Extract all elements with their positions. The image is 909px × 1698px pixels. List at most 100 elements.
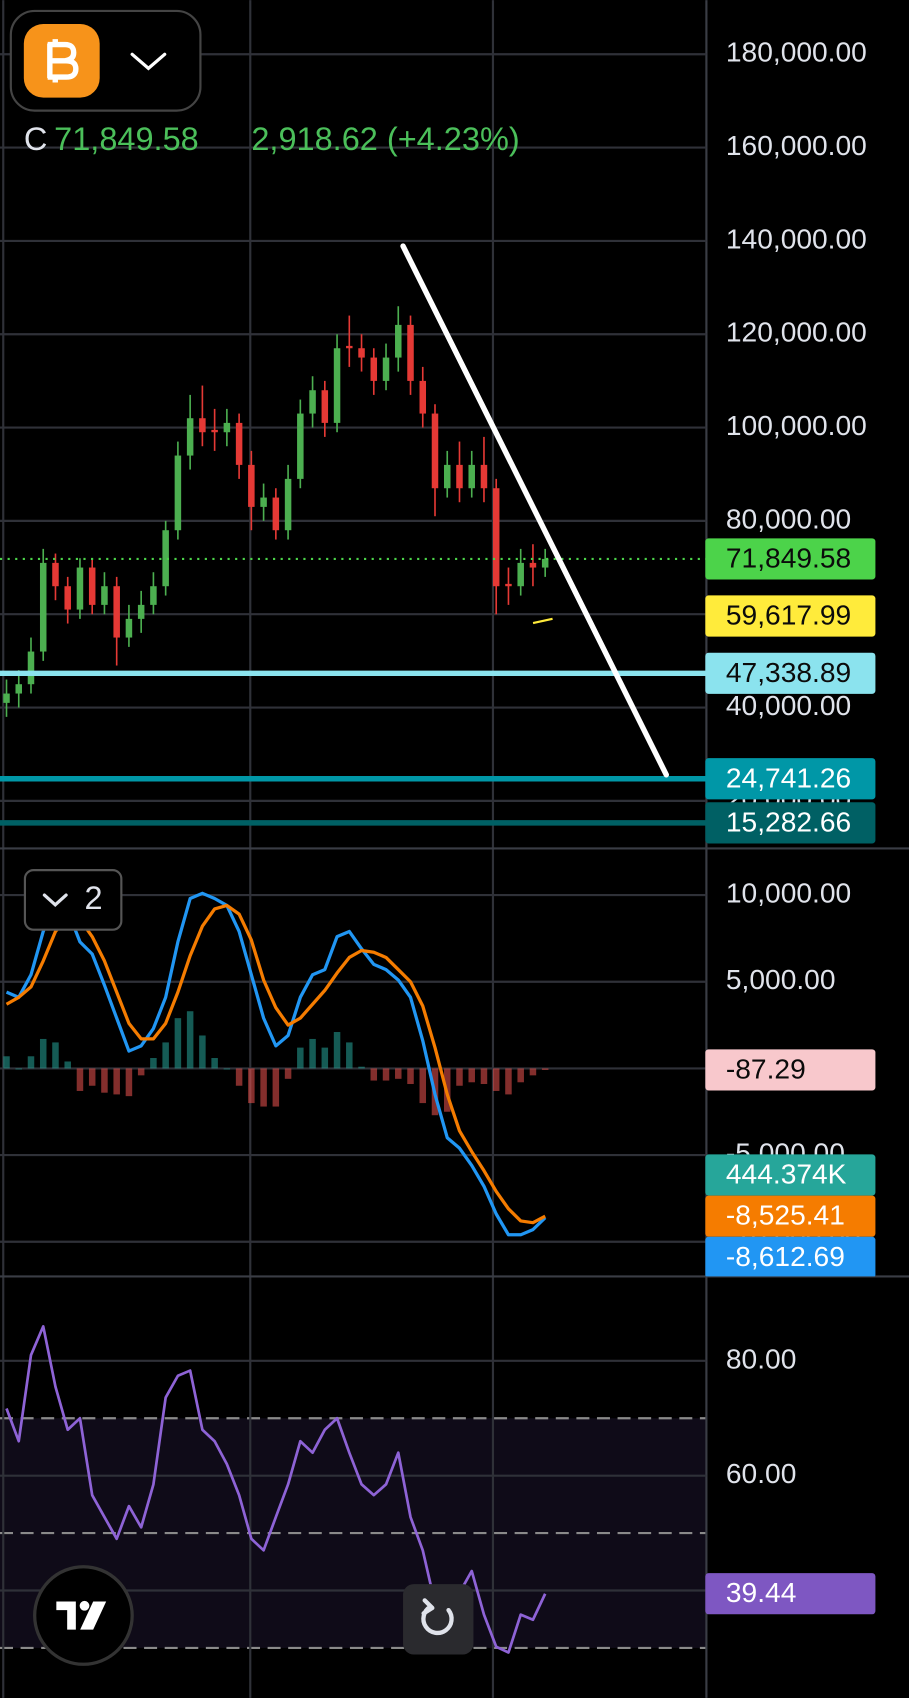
candle-body	[419, 380, 427, 414]
histogram-bar	[419, 1068, 427, 1104]
candle-body	[358, 348, 365, 358]
macd-line	[5, 903, 546, 1225]
candle-body	[162, 530, 169, 587]
bitcoin-glyph	[47, 39, 79, 83]
histogram-bar	[456, 1068, 463, 1086]
macd-line	[5, 891, 547, 1237]
value-label-box	[705, 1049, 876, 1091]
candle-body	[76, 567, 84, 610]
value-label-box	[705, 538, 876, 580]
value-label: 59,617.99	[726, 600, 851, 631]
tv-logo-button[interactable]	[33, 1565, 134, 1666]
histogram-bar	[39, 1038, 47, 1069]
price-labels: 71,849.58 59,617.99 47,338.89 24,741.26 15,2…	[705, 538, 876, 844]
value-label: -87.29	[726, 1053, 806, 1084]
histogram-bar	[125, 1068, 133, 1097]
candle-body	[113, 586, 120, 638]
histogram-bar	[382, 1068, 390, 1081]
candle-body	[505, 583, 512, 587]
y-tick-label: 10,000.00	[726, 878, 851, 909]
candle-body	[480, 464, 488, 489]
histogram-bar	[15, 1068, 22, 1070]
candle-body	[284, 478, 292, 531]
chevron	[130, 52, 167, 71]
value-label-box	[705, 1154, 876, 1196]
candle-body	[101, 586, 108, 605]
histogram-bar	[174, 1018, 182, 1069]
candle-body	[456, 464, 463, 489]
tv-logo-t	[56, 1601, 76, 1630]
histogram-bar	[162, 1042, 169, 1069]
histogram-bar	[297, 1047, 304, 1069]
histogram-bar	[3, 1056, 10, 1069]
histogram-bar	[64, 1061, 71, 1069]
candle-body	[15, 684, 22, 694]
histogram-bar	[370, 1068, 378, 1081]
value-label-box	[705, 1236, 876, 1277]
change-value: 2,918.62 (+4.23%)	[251, 121, 519, 157]
histogram-bar	[52, 1042, 59, 1069]
ohlc-prefix: C	[24, 121, 47, 157]
drawings	[400, 243, 670, 778]
reset-box[interactable]	[403, 1584, 474, 1655]
value-label: 15,282.66	[726, 806, 851, 837]
histogram-bar	[505, 1068, 512, 1095]
reset-button[interactable]	[403, 1584, 474, 1655]
candle-body	[370, 357, 378, 381]
value-label-box	[705, 758, 876, 800]
candle-body	[150, 586, 157, 605]
candle-body	[27, 651, 35, 685]
candle-body	[541, 558, 549, 568]
histogram-bar	[358, 1066, 365, 1069]
candle-body	[52, 562, 59, 587]
small-drawing	[532, 617, 553, 625]
histogram-bar	[468, 1068, 475, 1083]
candle-body	[382, 357, 390, 381]
histogram-bar	[223, 1068, 231, 1070]
histogram-bar	[492, 1068, 500, 1091]
candle-body	[468, 464, 475, 489]
candle-body	[260, 497, 267, 507]
histogram-bar	[88, 1068, 96, 1086]
tv-logo[interactable]	[33, 1565, 134, 1666]
y-tick-label: 5,000.00	[726, 964, 836, 995]
indicator-toggle[interactable]: 2	[23, 869, 123, 931]
histogram-bar	[199, 1035, 206, 1069]
candle-body	[248, 464, 255, 507]
value-label: 444.374K	[726, 1159, 847, 1190]
candle-body	[443, 464, 451, 489]
candle-body	[211, 429, 218, 433]
candle-body	[407, 324, 414, 381]
candle-body	[395, 324, 402, 358]
candle-body	[186, 418, 194, 456]
histogram-bar	[76, 1068, 84, 1091]
value-label-box	[705, 1573, 876, 1615]
tv-logo-dot	[79, 1600, 90, 1611]
histogram-bar	[186, 1011, 194, 1069]
macd-plot	[3, 891, 549, 1237]
y-tick-label: 80.00	[726, 1343, 796, 1374]
histogram-bar	[248, 1068, 255, 1104]
histogram-bar	[284, 1068, 292, 1079]
histogram-bar	[517, 1068, 524, 1083]
candle-body	[223, 422, 231, 433]
y-tick-label: 40,000.00	[726, 690, 851, 721]
candle-body	[431, 413, 439, 489]
price-plot	[0, 306, 707, 826]
histogram-bar	[346, 1042, 353, 1069]
candle-body	[517, 562, 524, 587]
histogram-bar	[529, 1068, 537, 1076]
candle-body	[346, 345, 353, 349]
indicator-badge[interactable]	[23, 869, 123, 931]
y-tick-label: 80,000.00	[726, 503, 851, 534]
indicator-count: 2	[85, 880, 103, 916]
value-label-box	[705, 652, 876, 694]
candle-body	[199, 418, 206, 433]
candle-body	[309, 390, 316, 414]
y-tick-label: 180,000.00	[726, 37, 867, 68]
symbol-button[interactable]	[9, 9, 202, 112]
value-label: 39.44	[726, 1577, 796, 1608]
y-tick-label: 160,000.00	[726, 130, 867, 161]
